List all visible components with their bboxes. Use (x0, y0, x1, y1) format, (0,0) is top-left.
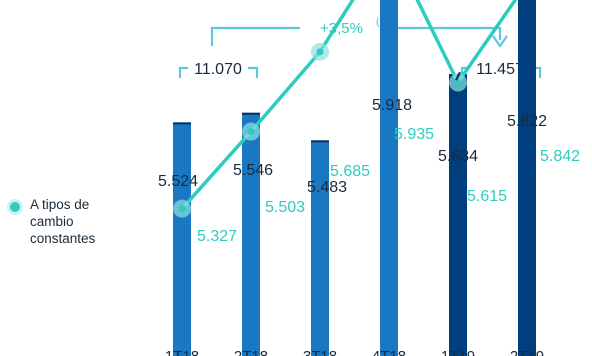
bar-value-label-4t18: 5.918 (372, 97, 412, 114)
change-label: +3,5% (320, 20, 363, 37)
bar-value-label-1t18: 5.524 (158, 173, 198, 190)
legend-label: A tipos de cambio constantes (30, 197, 96, 246)
line-value-label-1t18: 5.327 (197, 228, 237, 245)
x-tick-label-2t19: 2T19 (510, 348, 544, 356)
line-value-label-1t19: 5.615 (467, 188, 507, 205)
x-tick-label-4t18: 4T18 (372, 348, 406, 356)
line-point-1t19 (454, 79, 462, 87)
total-2018-label: 11.070 (194, 61, 242, 78)
bar-4t18 (380, 0, 398, 356)
bar-1t18 (173, 122, 191, 356)
x-axis-ticks: 1T18 2T18 3T18 4T18 1T19 2T19 (165, 348, 544, 356)
bar-2t19 (518, 0, 536, 356)
change-bracket-left (210, 26, 300, 46)
change-bracket-right (395, 26, 502, 40)
line-value-label-3t18: 5.685 (330, 163, 370, 180)
bar-2t18 (242, 112, 260, 356)
bar-break-mark-icon (455, 71, 461, 81)
legend-marker-icon (10, 202, 20, 212)
bar-value-label-2t18: 5.546 (233, 162, 273, 179)
line-value-label-4t18: 5.935 (394, 126, 434, 143)
x-tick-label-2t18: 2T18 (234, 348, 268, 356)
constant-fx-line (180, 0, 518, 210)
line-value-label-2t18: 5.503 (265, 199, 305, 216)
bar-value-label-1t19: 5.634 (438, 148, 478, 165)
bar-series (173, 0, 536, 356)
total-2018-bracket-right (248, 66, 259, 78)
value-labels: 5.524 5.546 5.483 5.918 5.634 5.822 5.327 5.503… (158, 97, 580, 245)
bar-3t18 (311, 140, 329, 356)
bar-1t19 (449, 74, 467, 356)
total-2018-bracket-left (178, 66, 188, 78)
x-tick-label-1t18: 1T18 (165, 348, 199, 356)
line-point-1t18 (178, 205, 186, 213)
change-arrow-icon (492, 35, 508, 48)
bar-cap-1t18 (173, 122, 191, 125)
line-point-2t18 (247, 128, 255, 136)
total-2019-label: 11.457 (476, 61, 524, 78)
bar-value-label-2t19: 5.822 (507, 113, 547, 130)
line-series (173, 0, 518, 218)
bar-cap-3t18 (311, 140, 329, 143)
x-tick-label-3t18: 3T18 (303, 348, 337, 356)
bar-cap-2t18 (242, 112, 260, 115)
line-value-label-2t19: 5.842 (540, 148, 580, 165)
x-tick-label-1t19: 1T19 (441, 348, 475, 356)
bar-value-label-3t18: 5.483 (307, 179, 347, 196)
line-point-3t18 (316, 48, 324, 56)
